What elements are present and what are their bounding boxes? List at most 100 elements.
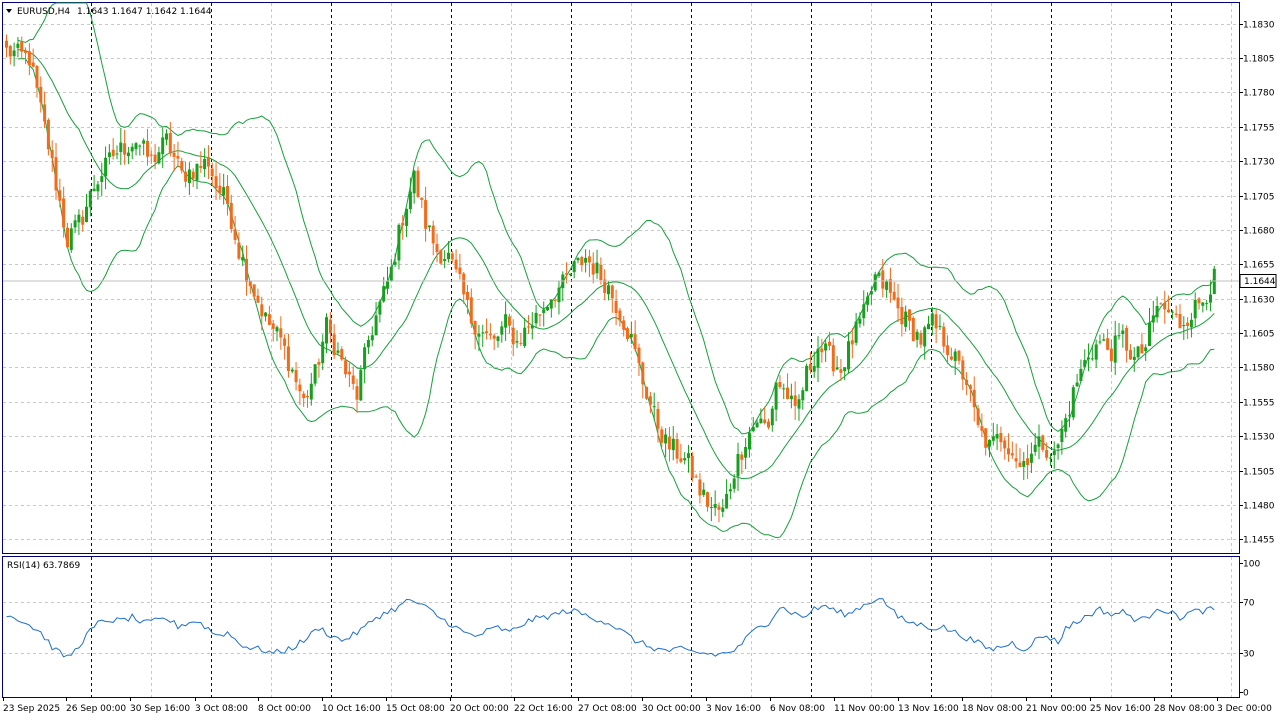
- candle: [610, 284, 614, 313]
- candle-body: [793, 395, 797, 406]
- candle: [1109, 339, 1113, 372]
- candle-body: [755, 422, 759, 428]
- price-tick-label: 1.1555: [1243, 399, 1275, 409]
- candle-body: [656, 408, 660, 429]
- candle: [1079, 359, 1083, 382]
- time-tick-label: 26 Sep 00:00: [66, 704, 126, 714]
- candle-body: [275, 327, 279, 332]
- candle: [896, 283, 900, 323]
- price-tick-label: 1.1805: [1243, 55, 1275, 65]
- candle-body: [363, 347, 367, 370]
- candle: [866, 292, 870, 312]
- candle-body: [904, 311, 908, 327]
- price-tick-label: 1.1705: [1243, 193, 1275, 203]
- price-tick-label: 1.1530: [1243, 433, 1275, 443]
- candle-body: [226, 186, 229, 204]
- candle: [366, 335, 370, 354]
- candle: [869, 286, 873, 305]
- candle-body: [313, 364, 317, 384]
- candle-body: [168, 133, 172, 154]
- candle: [206, 145, 210, 179]
- candle: [687, 444, 690, 473]
- candle: [130, 143, 134, 160]
- candle-body: [500, 326, 504, 335]
- candle: [900, 297, 904, 337]
- candle: [797, 394, 801, 421]
- candle: [725, 479, 729, 509]
- candle: [184, 162, 188, 188]
- rsi-pane-frame: [2, 556, 1240, 698]
- candle: [271, 319, 275, 342]
- collapse-triangle-icon[interactable]: [6, 9, 12, 13]
- candle: [107, 144, 111, 165]
- candle: [873, 271, 877, 293]
- candle-body: [972, 389, 976, 408]
- candle: [115, 145, 119, 160]
- candle: [683, 452, 687, 465]
- candle: [306, 389, 309, 408]
- candle-body: [1064, 418, 1068, 432]
- candle: [62, 186, 66, 238]
- candle: [477, 324, 481, 351]
- candle: [325, 313, 328, 353]
- candle-body: [641, 362, 645, 385]
- candle-body: [805, 365, 809, 392]
- candle-body: [1102, 339, 1106, 341]
- candle: [763, 406, 767, 425]
- candle: [626, 326, 629, 342]
- candle: [1041, 434, 1045, 453]
- candle-body: [294, 370, 298, 383]
- candle: [5, 34, 8, 58]
- candle-body: [923, 327, 927, 347]
- candle-body: [885, 281, 889, 290]
- candle: [1132, 347, 1136, 372]
- candle-body: [214, 176, 218, 189]
- candle: [374, 302, 378, 336]
- candle: [168, 121, 172, 157]
- candle-body: [496, 336, 500, 341]
- candle-body: [1201, 302, 1205, 306]
- candle-body: [645, 386, 649, 399]
- candle-body: [675, 439, 679, 459]
- candle: [1048, 453, 1052, 467]
- candle-body: [412, 170, 416, 194]
- bollinger-upper-band: [17, 2, 1215, 435]
- candle: [149, 150, 153, 164]
- candle-body: [477, 333, 481, 337]
- candle: [694, 474, 698, 479]
- price-tick-label: 1.1605: [1243, 330, 1275, 340]
- candle-body: [858, 318, 862, 324]
- candle-body: [142, 140, 146, 144]
- candle: [92, 174, 96, 192]
- candle: [50, 140, 54, 172]
- candle-body: [62, 198, 66, 228]
- candle: [199, 151, 203, 173]
- candle-body: [397, 224, 401, 261]
- candle: [1068, 401, 1071, 428]
- candle: [46, 118, 50, 156]
- candle: [629, 321, 633, 344]
- candle-body: [321, 341, 325, 364]
- candle-body: [260, 304, 264, 317]
- candle-body: [420, 197, 424, 200]
- candle-body: [831, 345, 835, 372]
- candle: [1029, 442, 1033, 473]
- candle: [576, 257, 580, 264]
- candle-body: [317, 361, 321, 365]
- candle: [347, 362, 351, 387]
- candle-body: [549, 299, 553, 309]
- candle-body: [988, 439, 991, 447]
- candle-body: [991, 436, 995, 441]
- candle-body: [1121, 330, 1125, 335]
- candle-body: [892, 291, 896, 300]
- candle-body: [869, 291, 873, 295]
- candle: [995, 424, 999, 451]
- candle: [340, 346, 344, 361]
- candle: [637, 343, 641, 376]
- candle-body: [100, 176, 104, 182]
- candle-body: [728, 489, 732, 492]
- candle: [1071, 384, 1075, 421]
- candle: [706, 491, 709, 512]
